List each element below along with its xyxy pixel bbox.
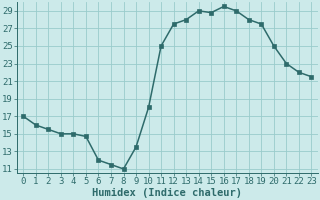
X-axis label: Humidex (Indice chaleur): Humidex (Indice chaleur) <box>92 188 242 198</box>
